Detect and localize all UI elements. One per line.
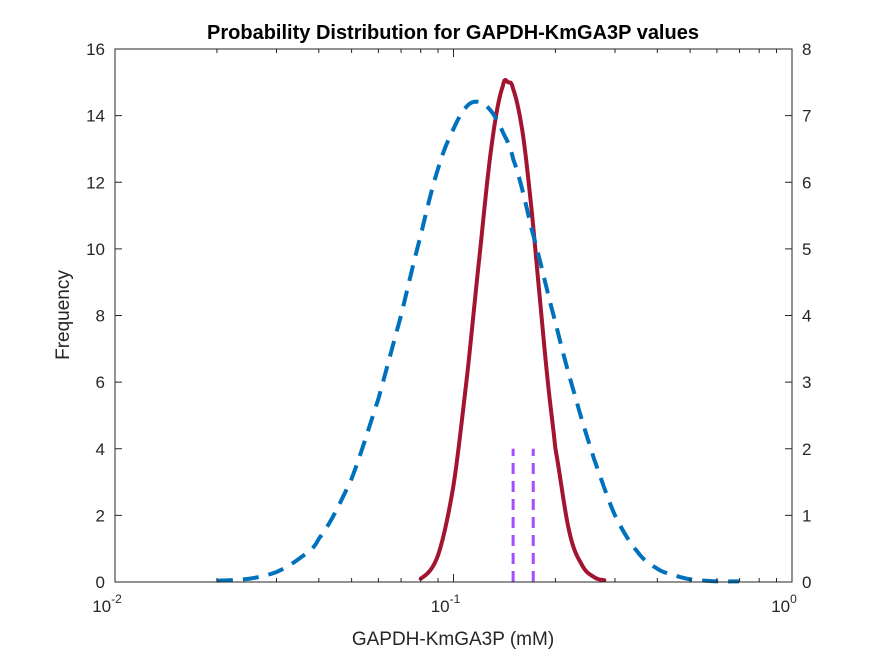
x-tick-label-exponent: -2 bbox=[111, 592, 122, 606]
y-left-tick-label: 12 bbox=[86, 173, 105, 192]
y-right-tick-label: 3 bbox=[802, 373, 811, 392]
series-layer bbox=[215, 77, 741, 584]
x-tick-label-base: 10 bbox=[771, 597, 790, 616]
y-right-tick-label: 5 bbox=[802, 240, 811, 259]
y-right-tick-label: 4 bbox=[802, 307, 811, 326]
chart-title: Probability Distribution for GAPDH-KmGA3… bbox=[207, 22, 699, 44]
x-tick-label-base: 10 bbox=[431, 597, 450, 616]
y-left-tick-label: 6 bbox=[96, 373, 105, 392]
y-left-tick-label: 16 bbox=[86, 40, 105, 59]
y-right-tick-label: 1 bbox=[802, 506, 811, 525]
y-left-tick-label: 8 bbox=[96, 307, 105, 326]
y-axis-label: Frequency bbox=[53, 270, 74, 360]
x-tick-label-base: 10 bbox=[92, 597, 111, 616]
y-right-tick-label: 7 bbox=[802, 107, 811, 126]
y-right-tick-label: 2 bbox=[802, 440, 811, 459]
y-left-tick-label: 4 bbox=[96, 440, 105, 459]
y-left-tick-label: 2 bbox=[96, 506, 105, 525]
series-line-1 bbox=[418, 77, 607, 583]
x-tick-label-exponent: -1 bbox=[450, 592, 461, 606]
y-left-tick-label: 14 bbox=[86, 107, 105, 126]
series-line-2 bbox=[215, 99, 741, 584]
x-tick-label: 10-1 bbox=[431, 592, 461, 616]
x-tick-label: 100 bbox=[771, 592, 797, 616]
y-right-tick-label: 0 bbox=[802, 573, 811, 592]
x-axis-label: GAPDH-KmGA3P (mM) bbox=[352, 629, 554, 650]
y-right-tick-label: 6 bbox=[802, 173, 811, 192]
y-left-tick-label: 10 bbox=[86, 240, 105, 259]
y-left-tick-label: 0 bbox=[96, 573, 105, 592]
x-tick-label-exponent: 0 bbox=[790, 592, 797, 606]
y-right-tick-label: 8 bbox=[802, 40, 811, 59]
x-tick-label: 10-2 bbox=[92, 592, 122, 616]
